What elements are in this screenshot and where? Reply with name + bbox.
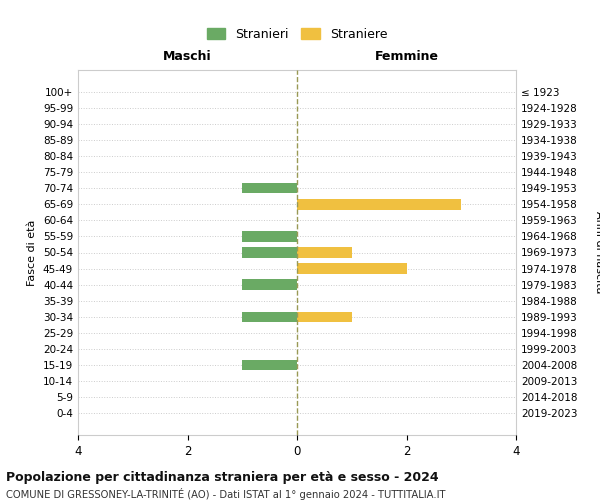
Bar [297, 264, 407, 274]
Bar [297, 312, 352, 322]
Legend: Stranieri, Straniere: Stranieri, Straniere [202, 22, 392, 46]
Bar [242, 231, 297, 241]
Bar [297, 248, 352, 258]
Text: Popolazione per cittadinanza straniera per età e sesso - 2024: Popolazione per cittadinanza straniera p… [6, 471, 439, 484]
Text: Femmine: Femmine [374, 50, 439, 62]
Bar [297, 199, 461, 209]
Bar [242, 248, 297, 258]
Bar [242, 183, 297, 194]
Text: Maschi: Maschi [163, 50, 212, 62]
Text: COMUNE DI GRESSONEY-LA-TRINITÉ (AO) - Dati ISTAT al 1° gennaio 2024 - TUTTITALIA: COMUNE DI GRESSONEY-LA-TRINITÉ (AO) - Da… [6, 488, 445, 500]
Y-axis label: Anni di nascita: Anni di nascita [594, 211, 600, 294]
Bar [242, 280, 297, 290]
Bar [242, 312, 297, 322]
Y-axis label: Fasce di età: Fasce di età [28, 220, 37, 286]
Bar [242, 360, 297, 370]
